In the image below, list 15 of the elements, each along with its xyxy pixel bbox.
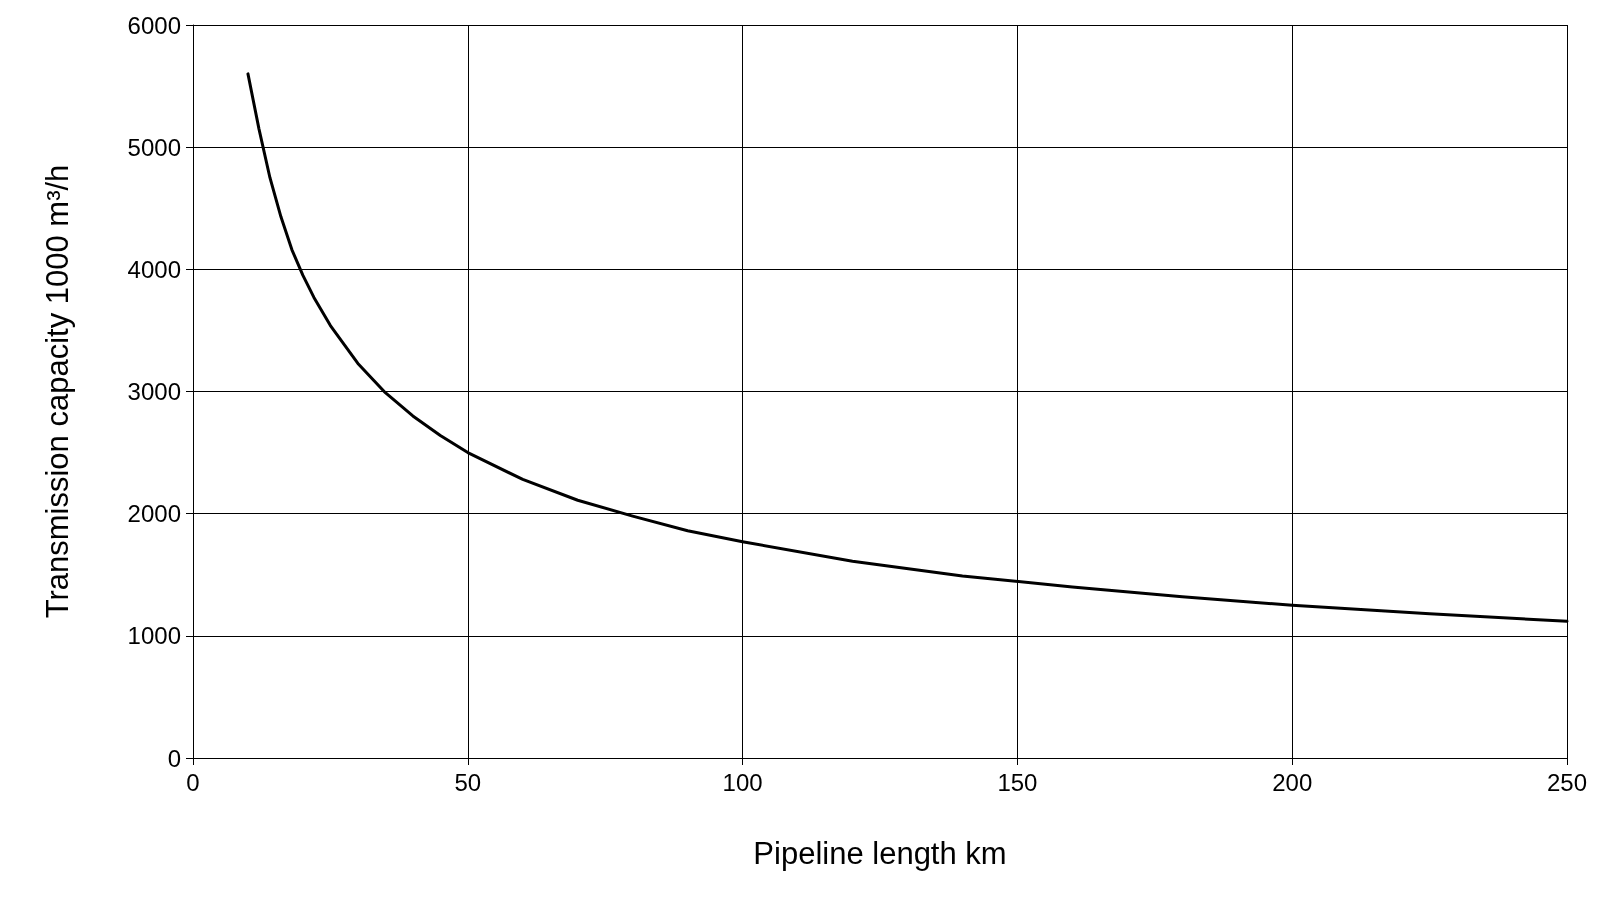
y-tick-label: 2000 [127,500,181,528]
y-tick-label: 5000 [127,133,181,161]
y-tick-label: 3000 [127,378,181,405]
x-tick-label: 50 [454,768,482,796]
x-axis-title: Pipeline length km [753,836,1007,871]
y-tick-label: 6000 [127,11,181,39]
x-tick-label: 100 [722,768,763,796]
y-tick-label: 0 [167,744,181,772]
y-axis-title: Transmission capacity 1000 m³/h [40,164,75,619]
y-tick-label: 4000 [127,255,181,283]
y-tick-label: 1000 [127,622,181,650]
x-tick-label: 200 [1272,768,1313,796]
x-tick-label: 150 [997,768,1038,796]
x-tick-label: 0 [186,768,200,796]
x-tick-label: 250 [1546,768,1588,796]
